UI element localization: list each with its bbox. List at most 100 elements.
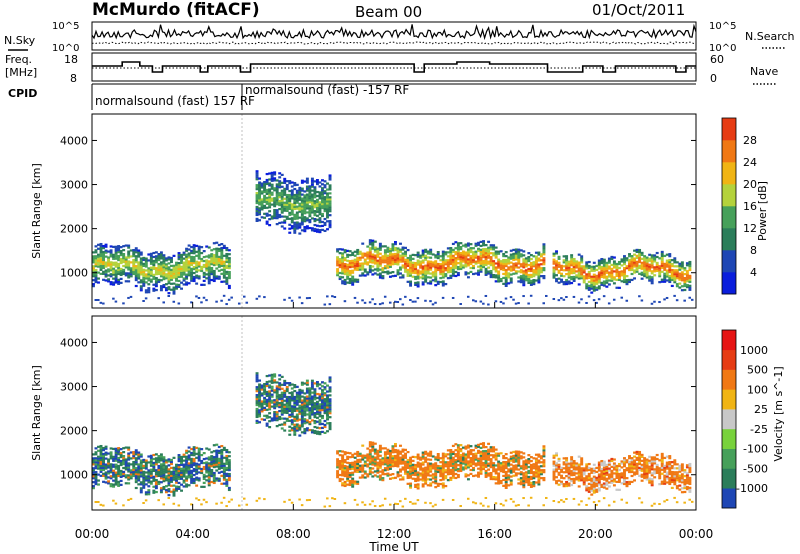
power-cell: [469, 258, 473, 262]
velocity-cell: [270, 379, 274, 382]
power-cell: [343, 251, 347, 254]
velocity-cell: [293, 415, 297, 418]
power-cell: [104, 255, 108, 258]
velocity-cell: [129, 473, 133, 476]
power-cell: [295, 199, 299, 202]
velocity-cell: [177, 454, 181, 457]
power-cell: [668, 261, 672, 264]
power-cell: [328, 198, 332, 201]
power-cell: [572, 271, 576, 275]
power-cell: [529, 254, 533, 257]
power-cell: [381, 257, 385, 260]
velocity-cell: [164, 479, 168, 482]
velocity-cell: [356, 466, 360, 469]
velocity-cell: [464, 445, 468, 448]
power-cell: [557, 281, 561, 284]
velocity-cell: [459, 457, 463, 461]
velocity-cell: [255, 380, 259, 383]
velocity-cell: [358, 466, 362, 469]
power-cell: [341, 272, 345, 275]
velocity-cell: [225, 462, 229, 466]
power-cell: [346, 271, 350, 274]
velocity-cell: [99, 452, 103, 456]
power-cell: [630, 272, 634, 276]
velocity-cell: [338, 450, 342, 453]
power-cell: [451, 258, 455, 261]
power-cell: [466, 264, 470, 267]
power-cell: [623, 255, 626, 258]
power-cell: [640, 265, 644, 268]
velocity-cell: [404, 464, 407, 467]
velocity-cell: [328, 402, 332, 405]
power-cell: [373, 260, 377, 263]
power-cell: [97, 253, 100, 256]
power-cell: [182, 279, 186, 282]
power-cell: [504, 282, 508, 286]
velocity-cell: [479, 466, 483, 469]
velocity-cell: [323, 423, 327, 427]
velocity-cell: [263, 390, 267, 394]
power-cell: [688, 284, 692, 287]
velocity-cell: [303, 410, 307, 413]
power-cell: [268, 202, 272, 205]
power-cell: [585, 267, 589, 270]
power-cell: [497, 270, 501, 273]
power-cell: [665, 259, 669, 262]
power-cell: [341, 276, 345, 279]
power-cell: [300, 193, 304, 196]
velocity-cell: [225, 484, 229, 487]
power-cell: [149, 252, 153, 255]
velocity-cell: [225, 474, 229, 477]
power-cell: [356, 301, 359, 304]
velocity-cell: [341, 462, 345, 465]
velocity-cell: [258, 405, 262, 408]
power-cell: [673, 275, 677, 278]
power-cell: [134, 259, 138, 262]
power-cell: [195, 270, 199, 273]
power-cell: [399, 254, 402, 257]
power-cell: [200, 301, 203, 304]
power-cell: [441, 264, 445, 267]
power-cell: [142, 272, 146, 275]
velocity-cell: [386, 450, 390, 453]
power-cell: [336, 274, 340, 277]
power-cell: [305, 203, 309, 206]
power-cell: [298, 188, 302, 191]
power-cell: [157, 280, 161, 283]
velocity-cell: [154, 461, 158, 464]
power-cell: [630, 264, 634, 268]
power-cell: [396, 259, 400, 262]
power-cell: [504, 284, 508, 287]
power-cell: [127, 246, 131, 249]
power-cell: [298, 208, 302, 211]
velocity-cell: [338, 479, 342, 483]
velocity-cell: [260, 408, 264, 411]
power-cell: [565, 267, 569, 270]
power-cell: [404, 252, 407, 255]
velocity-cell: [227, 500, 231, 503]
power-cell: [411, 267, 415, 270]
power-cell: [404, 270, 407, 273]
velocity-cell: [315, 412, 319, 415]
velocity-cell: [210, 472, 214, 476]
velocity-cell: [152, 485, 156, 488]
velocity-cell: [300, 421, 304, 424]
power-cell: [195, 268, 199, 271]
power-cell: [454, 259, 458, 262]
power-cell: [328, 186, 332, 189]
power-cell: [127, 272, 131, 275]
power-cell: [205, 269, 209, 272]
power-cell: [268, 184, 272, 187]
power-cell: [401, 264, 405, 267]
velocity-cell: [270, 387, 274, 390]
power-cell: [519, 249, 523, 252]
power-cell: [290, 213, 294, 216]
power-cell: [346, 259, 350, 262]
power-cell: [293, 213, 297, 216]
power-cell: [134, 273, 138, 276]
power-cell: [343, 266, 347, 270]
velocity-cell: [109, 455, 113, 458]
power-cell: [451, 296, 455, 299]
power-cell: [628, 259, 631, 262]
power-cell: [477, 261, 480, 264]
